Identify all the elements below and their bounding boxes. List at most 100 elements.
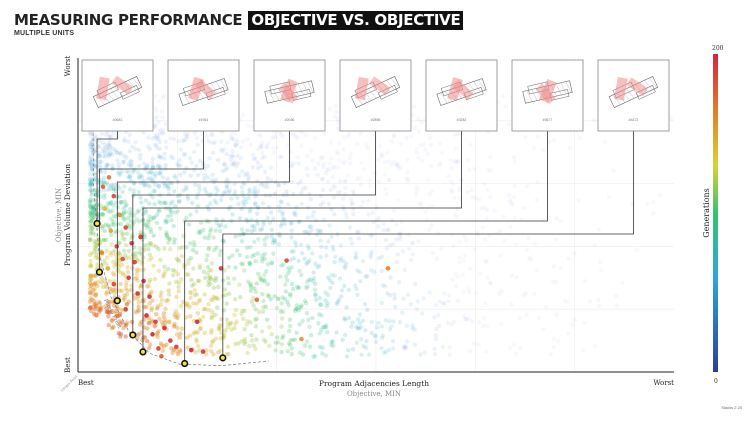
cloud-point — [419, 158, 425, 164]
cloud-point — [279, 316, 285, 321]
cloud-point — [138, 246, 143, 251]
cloud-point — [177, 158, 182, 163]
cloud-point — [248, 142, 253, 147]
cloud-point — [307, 224, 312, 230]
cloud-point — [260, 291, 265, 297]
cloud-point — [216, 157, 221, 163]
cloud-point — [265, 184, 270, 189]
cloud-point — [164, 233, 169, 238]
cloud-point — [98, 159, 104, 164]
cloud-point — [103, 132, 109, 137]
cloud-point — [287, 291, 293, 297]
cloud-point — [209, 261, 215, 266]
cloud-point — [369, 330, 374, 336]
cloud-point — [524, 312, 529, 317]
cloud-point — [343, 179, 348, 184]
cloud-point — [99, 131, 105, 137]
cloud-point — [279, 154, 284, 160]
cloud-point — [349, 202, 354, 207]
cloud-point — [101, 258, 107, 264]
cloud-point — [562, 298, 568, 303]
cloud-point — [277, 208, 282, 214]
x-tick-label-max: Worst — [653, 379, 674, 387]
cloud-point — [523, 135, 528, 140]
cloud-point — [323, 325, 329, 330]
cloud-point — [107, 309, 112, 315]
cloud-point — [281, 333, 286, 339]
cloud-point — [104, 146, 110, 151]
highlight-point — [147, 294, 152, 299]
cloud-point — [232, 276, 237, 281]
cloud-point — [197, 278, 202, 284]
cloud-point — [105, 163, 110, 168]
cloud-point — [414, 185, 419, 190]
cloud-point — [94, 192, 99, 198]
cloud-point — [189, 160, 194, 165]
cloud-point — [252, 227, 257, 233]
cloud-point — [108, 252, 114, 258]
cloud-point — [438, 161, 443, 166]
cloud-point — [369, 319, 374, 324]
cloud-point — [120, 232, 125, 238]
cloud-point — [122, 184, 127, 189]
cloud-point — [300, 186, 306, 192]
cloud-point — [248, 262, 253, 267]
cloud-point — [288, 257, 293, 263]
cloud-point — [134, 217, 139, 222]
cloud-point — [294, 330, 299, 335]
highlight-point — [96, 237, 102, 243]
cloud-point — [111, 324, 116, 330]
cloud-point — [509, 200, 514, 205]
cloud-point — [88, 180, 93, 186]
cloud-point — [368, 252, 373, 257]
cloud-point — [122, 237, 128, 242]
cloud-point — [246, 195, 251, 201]
cloud-point — [374, 205, 379, 210]
cloud-point — [92, 286, 97, 292]
cloud-point — [354, 340, 360, 345]
cloud-point — [271, 135, 276, 140]
cloud-point — [145, 176, 151, 181]
cloud-point — [298, 179, 304, 184]
cloud-point — [178, 349, 183, 355]
cloud-point — [128, 162, 134, 168]
cloud-point — [428, 163, 434, 169]
cloud-point — [237, 173, 242, 178]
cloud-point — [437, 323, 442, 329]
cloud-point — [498, 253, 503, 258]
thumbnail-card: #1961 — [167, 59, 240, 132]
cloud-point — [293, 240, 298, 245]
cloud-point — [151, 188, 156, 194]
cloud-point — [336, 297, 342, 302]
cloud-point — [296, 308, 301, 313]
cloud-point — [391, 346, 396, 351]
cloud-point — [103, 170, 108, 175]
cloud-point — [114, 314, 119, 319]
cloud-point — [177, 198, 182, 204]
cloud-point — [391, 133, 396, 138]
cloud-point — [155, 334, 160, 339]
cloud-point — [227, 322, 233, 327]
cloud-point — [289, 265, 294, 270]
cloud-point — [370, 210, 375, 216]
cloud-point — [300, 352, 306, 357]
cloud-point — [89, 183, 94, 188]
cloud-point — [163, 306, 168, 311]
highlight-point — [162, 325, 167, 331]
cloud-point — [297, 268, 302, 274]
cloud-point — [484, 259, 489, 265]
cloud-point — [410, 323, 416, 328]
cloud-point — [265, 317, 270, 322]
cloud-point — [278, 199, 283, 204]
cloud-point — [321, 161, 326, 167]
cloud-point — [99, 276, 104, 281]
cloud-point — [436, 231, 441, 236]
cloud-point — [259, 278, 264, 283]
cloud-point — [145, 144, 151, 149]
highlight-points — [92, 118, 391, 359]
cloud-point — [269, 210, 274, 215]
cloud-point — [291, 256, 296, 261]
highlight-point — [126, 275, 131, 281]
cloud-point — [239, 227, 245, 232]
cloud-point — [551, 138, 556, 143]
